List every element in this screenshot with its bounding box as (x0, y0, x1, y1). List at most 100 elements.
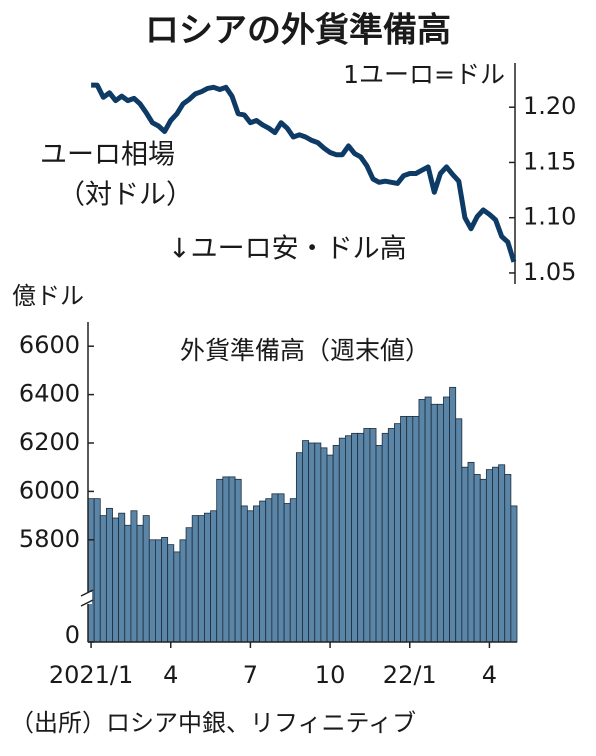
bar (369, 428, 377, 643)
bar (93, 498, 101, 643)
y-tick-label: 5800 (19, 525, 80, 553)
y-tick-label: 1.10 (523, 203, 576, 231)
bar (400, 415, 408, 643)
chart-title: 外貨準備高（週末値） (180, 336, 430, 365)
bar (485, 469, 493, 643)
bar (265, 498, 273, 643)
bar (222, 476, 230, 643)
bar (246, 510, 254, 643)
y-tick-label: 6200 (19, 428, 80, 456)
source: （出所）ロシア中銀、リフィニティブ (10, 709, 416, 737)
bar (302, 440, 310, 643)
bar (326, 454, 334, 643)
bar (204, 512, 211, 643)
bar (277, 493, 285, 643)
axis-break (80, 589, 94, 597)
bar (191, 515, 199, 643)
bar (418, 399, 426, 643)
bar (375, 445, 383, 643)
bar (461, 466, 469, 643)
line-series (91, 82, 517, 263)
bar (295, 452, 303, 643)
bar (406, 415, 414, 643)
bar (197, 515, 205, 643)
y-tick-label: 6600 (19, 331, 80, 359)
bar (228, 476, 236, 643)
bar (161, 536, 169, 643)
bar (136, 524, 144, 643)
bar (498, 464, 506, 643)
bar (216, 478, 224, 643)
bar (253, 505, 261, 643)
x-tick-label: 22/1 (383, 661, 437, 689)
bar (510, 505, 518, 643)
y-tick-label: 1.05 (523, 258, 576, 286)
x-tick-label: 4 (163, 661, 178, 689)
annotation: ユーロ相場 (40, 140, 175, 171)
bar (142, 515, 150, 643)
bar (394, 423, 401, 643)
x-tick-label: 4 (482, 661, 497, 689)
bar (424, 396, 432, 643)
bar (87, 498, 95, 643)
bar (240, 505, 248, 643)
bar (124, 524, 132, 643)
bar (504, 474, 512, 643)
bar (363, 428, 371, 643)
bar (351, 432, 359, 643)
bar (455, 418, 463, 643)
bar (118, 512, 126, 643)
y-tick-label: 1.20 (523, 92, 576, 120)
bar (173, 551, 181, 643)
bar (430, 403, 438, 643)
y-tick-label: 6000 (19, 476, 80, 504)
bar (449, 386, 457, 643)
bar (387, 428, 395, 643)
bar (314, 442, 322, 643)
bar (271, 493, 279, 643)
bar (320, 447, 328, 643)
y-axis-label: 億ドル (12, 282, 84, 310)
bar (167, 544, 175, 643)
bar (479, 478, 487, 643)
bar (344, 435, 352, 643)
bar (179, 539, 187, 643)
bar (289, 498, 297, 643)
bar (357, 432, 365, 643)
y-tick-label: 6400 (19, 380, 80, 408)
bar (473, 474, 481, 643)
bar (130, 510, 138, 643)
bar (99, 515, 107, 643)
x-tick-label: 7 (243, 661, 258, 689)
y-tick-label: 1.15 (523, 147, 576, 175)
annotation: （対ドル） (58, 180, 193, 211)
bar (105, 507, 113, 643)
bar (259, 500, 267, 643)
page-title: ロシアの外貨準備高 (145, 11, 451, 51)
bar (443, 396, 450, 643)
bar (412, 415, 420, 643)
axis-break (80, 599, 94, 607)
bar (381, 432, 389, 643)
axis-break (82, 592, 92, 604)
bar (148, 539, 156, 643)
y-tick-label: 0 (65, 621, 80, 649)
bar (185, 527, 193, 643)
bar (338, 437, 346, 643)
annotation: ↓ユーロ安・ドル高 (168, 234, 407, 265)
unit-label: 1ユーロ=ドル (343, 60, 505, 89)
bar (155, 539, 162, 643)
x-tick-label: 2021/1 (49, 661, 133, 689)
bar (332, 445, 340, 643)
bar (308, 442, 316, 643)
bar (112, 517, 120, 643)
bar (492, 466, 500, 643)
x-tick-label: 10 (315, 661, 346, 689)
bar (436, 403, 444, 643)
bar (283, 503, 291, 643)
bar (234, 478, 242, 643)
bar (467, 461, 475, 643)
bar (210, 510, 218, 643)
